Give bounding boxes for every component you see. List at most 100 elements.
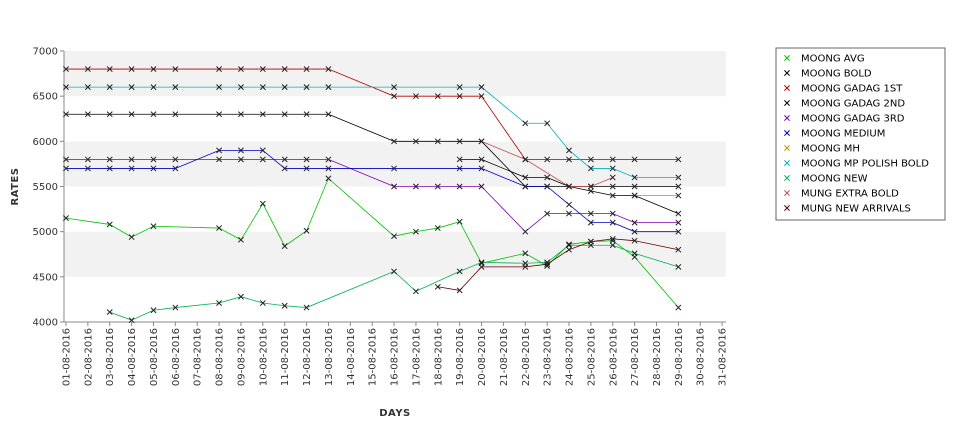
legend-item: MOONG MEDIUM — [784, 129, 885, 140]
legend-marker — [784, 160, 790, 166]
data-point — [216, 66, 223, 73]
data-point — [238, 111, 244, 118]
x-tick-label: 27-08-2016 — [630, 328, 641, 386]
data-point — [238, 156, 244, 163]
legend-item: MUNG NEW ARRIVALS — [784, 204, 911, 215]
data-point — [587, 165, 594, 172]
data-point — [259, 200, 266, 207]
data-point — [412, 93, 419, 100]
data-point — [412, 183, 419, 190]
data-point — [325, 84, 332, 91]
data-point — [391, 165, 398, 172]
data-point — [478, 183, 485, 190]
data-point — [391, 233, 398, 240]
data-point — [544, 210, 551, 217]
data-point — [544, 261, 551, 268]
data-point — [434, 183, 441, 190]
x-tick-label: 13-08-2016 — [324, 328, 335, 386]
data-point — [238, 147, 244, 154]
data-point — [106, 221, 113, 228]
data-point — [675, 219, 682, 226]
data-point — [675, 210, 682, 217]
x-tick-label: 15-08-2016 — [368, 328, 379, 386]
x-tick-label: 10-08-2016 — [258, 328, 269, 386]
data-point — [325, 66, 332, 73]
data-point — [303, 227, 310, 234]
data-point — [259, 84, 266, 91]
data-point — [478, 156, 485, 163]
data-point — [631, 237, 638, 244]
x-tick-label: 23-08-2016 — [543, 328, 554, 386]
data-point — [172, 304, 179, 311]
legend-label: MOONG MP POLISH BOLD — [801, 159, 929, 170]
y-tick-label: 6000 — [33, 137, 58, 148]
legend-item: MOONG MP POLISH BOLD — [784, 159, 929, 170]
legend-marker — [784, 190, 790, 196]
data-point — [456, 156, 463, 163]
data-point — [609, 174, 616, 181]
x-tick-label: 09-08-2016 — [236, 328, 247, 386]
legend-label: MOONG GADAG 1ST — [801, 84, 903, 95]
data-point — [566, 246, 572, 253]
data-point — [216, 300, 223, 306]
x-tick-label: 21-08-2016 — [499, 328, 510, 386]
data-point — [675, 192, 682, 199]
data-point — [566, 156, 572, 163]
x-axis-title: DAYS — [379, 408, 411, 419]
x-tick-label: 06-08-2016 — [171, 328, 182, 386]
data-point — [281, 156, 288, 163]
series-line — [66, 68, 679, 160]
data-point — [106, 156, 113, 163]
data-point — [259, 111, 266, 118]
data-point — [412, 138, 419, 145]
data-point — [63, 111, 69, 118]
data-point — [456, 287, 463, 294]
data-point — [325, 165, 332, 172]
data-point — [434, 225, 441, 232]
data-point — [128, 234, 135, 241]
data-point — [303, 156, 310, 163]
x-tick-label: 02-08-2016 — [83, 328, 94, 386]
data-point — [587, 188, 594, 194]
data-point — [587, 183, 594, 190]
data-point — [609, 156, 616, 163]
y-tick-label: 7000 — [33, 47, 58, 58]
data-point — [478, 259, 485, 266]
data-point — [522, 174, 529, 181]
x-tick-label: 03-08-2016 — [105, 328, 116, 386]
data-point — [150, 165, 157, 172]
data-point — [566, 183, 572, 190]
data-point — [456, 268, 463, 275]
legend-label: MOONG NEW — [801, 174, 868, 185]
data-point — [456, 84, 463, 91]
data-point — [84, 156, 91, 163]
data-point — [325, 175, 332, 182]
series-moong-gadag-3rd — [66, 158, 679, 233]
data-point — [434, 283, 441, 290]
legend-marker — [784, 85, 790, 91]
data-point — [412, 288, 419, 295]
series-line — [66, 86, 679, 178]
x-tick-label: 12-08-2016 — [302, 328, 313, 386]
data-point — [566, 210, 572, 217]
data-point — [128, 156, 135, 163]
data-point — [238, 293, 244, 300]
series-markers — [478, 138, 616, 190]
data-point — [631, 250, 638, 257]
data-point — [281, 84, 288, 91]
x-tick-label: 05-08-2016 — [149, 328, 160, 386]
legend-marker — [784, 55, 790, 61]
data-point — [609, 235, 616, 242]
data-point — [303, 165, 310, 172]
x-tick-label: 04-08-2016 — [127, 328, 138, 386]
data-point — [631, 192, 638, 199]
data-point — [522, 183, 529, 190]
data-point — [609, 165, 616, 172]
series-mung-new-arrivals — [437, 238, 679, 291]
data-point — [434, 93, 441, 100]
data-point — [522, 263, 529, 270]
series-line — [66, 158, 679, 233]
series-markers — [631, 192, 682, 199]
x-tick-label: 26-08-2016 — [608, 328, 619, 386]
legend-marker — [784, 205, 790, 211]
